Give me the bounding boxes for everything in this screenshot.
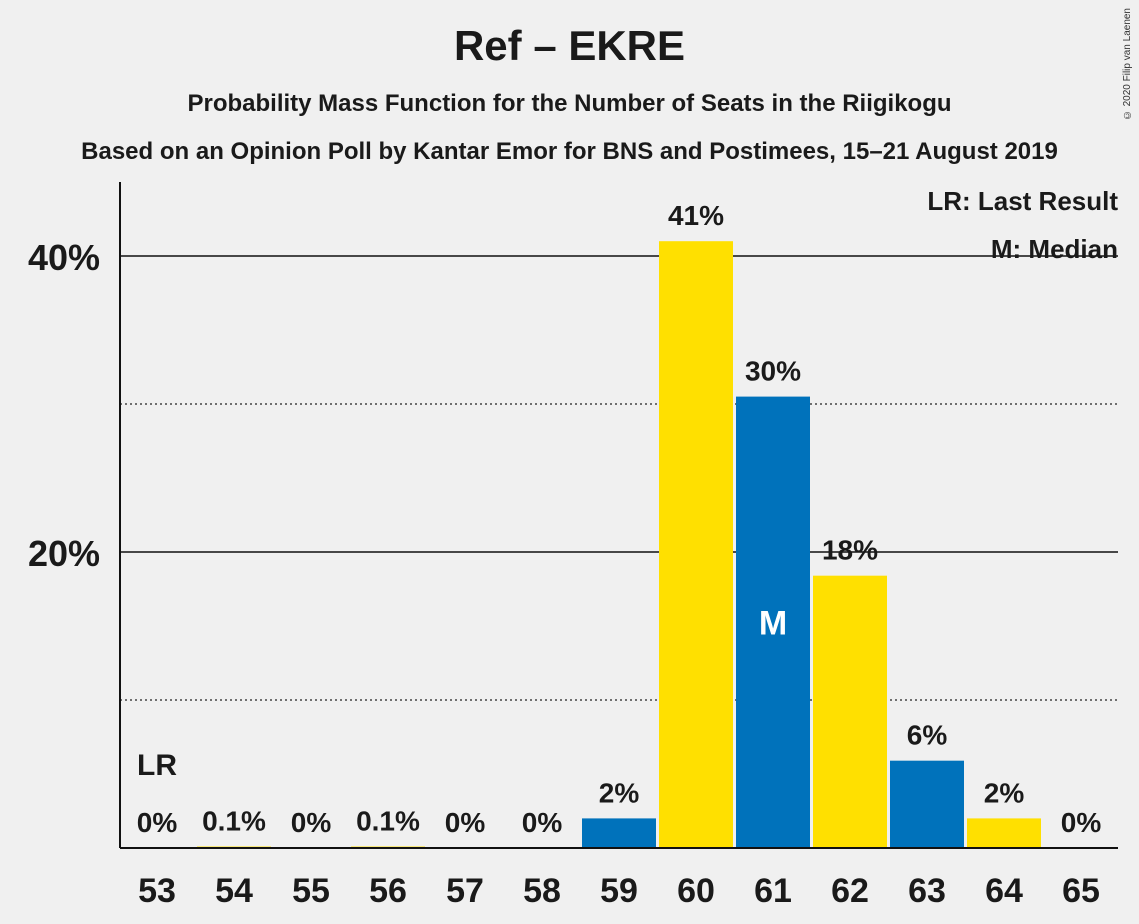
x-tick-label-62: 62 bbox=[831, 872, 869, 910]
value-label-65: 0% bbox=[1061, 807, 1102, 838]
value-label-62: 18% bbox=[822, 535, 878, 566]
value-label-60: 41% bbox=[668, 200, 724, 231]
value-label-64: 2% bbox=[984, 777, 1025, 808]
chart-title: Ref – EKRE bbox=[453, 22, 686, 69]
bar-59 bbox=[582, 818, 656, 848]
median-marker: M bbox=[759, 604, 787, 642]
value-label-56: 0.1% bbox=[356, 806, 420, 837]
x-tick-label-65: 65 bbox=[1062, 872, 1100, 910]
x-tick-label-57: 57 bbox=[446, 872, 484, 910]
legend-entry-0: LR: Last Result bbox=[927, 186, 1118, 216]
x-tick-label-59: 59 bbox=[600, 872, 638, 910]
last-result-marker: LR bbox=[137, 749, 177, 782]
x-tick-label-63: 63 bbox=[908, 872, 946, 910]
value-label-55: 0% bbox=[291, 807, 332, 838]
bar-60 bbox=[659, 241, 733, 848]
bar-63 bbox=[890, 760, 964, 848]
bar-62 bbox=[813, 575, 887, 848]
value-label-53: 0% bbox=[137, 807, 178, 838]
value-label-54: 0.1% bbox=[202, 806, 266, 837]
value-label-58: 0% bbox=[522, 807, 563, 838]
x-tick-label-54: 54 bbox=[215, 872, 253, 910]
x-tick-label-60: 60 bbox=[677, 872, 715, 910]
x-tick-label-56: 56 bbox=[369, 872, 407, 910]
y-tick-label: 40% bbox=[28, 237, 100, 278]
chart-subtitle: Probability Mass Function for the Number… bbox=[187, 90, 952, 117]
value-label-63: 6% bbox=[907, 720, 948, 751]
value-label-59: 2% bbox=[599, 777, 640, 808]
bar-61 bbox=[736, 396, 810, 848]
value-label-57: 0% bbox=[445, 807, 486, 838]
bar-64 bbox=[967, 818, 1041, 848]
chart-source-note: Based on an Opinion Poll by Kantar Emor … bbox=[81, 138, 1058, 165]
x-tick-label-58: 58 bbox=[523, 872, 561, 910]
value-label-61: 30% bbox=[745, 356, 801, 387]
x-tick-label-61: 61 bbox=[754, 872, 792, 910]
x-tick-label-64: 64 bbox=[985, 872, 1023, 910]
x-tick-label-55: 55 bbox=[292, 872, 330, 910]
y-tick-label: 20% bbox=[28, 533, 100, 574]
x-tick-label-53: 53 bbox=[138, 872, 176, 910]
legend-entry-1: M: Median bbox=[991, 234, 1118, 264]
